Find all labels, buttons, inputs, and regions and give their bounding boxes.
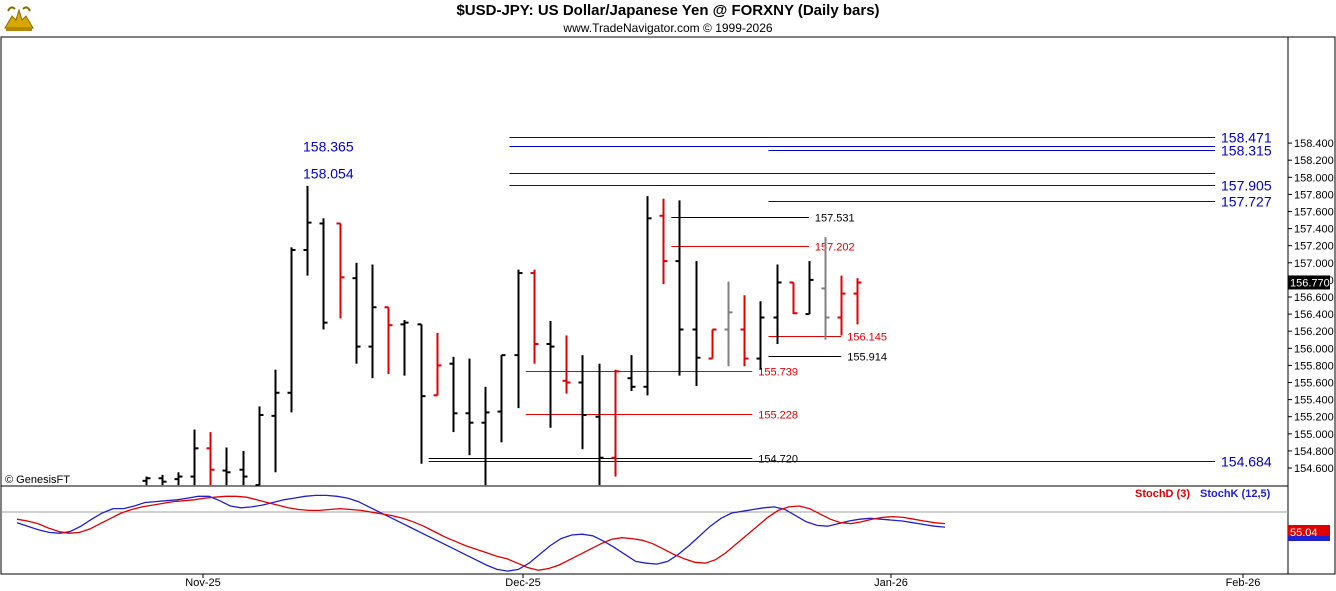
chart-title: $USD-JPY: US Dollar/Japanese Yen @ FORXN… <box>456 2 880 19</box>
level-label-155.914: 155.914 <box>847 352 887 364</box>
level-label-158.315: 158.315 <box>1221 143 1272 159</box>
stoch-k-line <box>16 494 946 572</box>
x-axis-ticks: Nov-25 Dec-25 Jan-26 Feb-26 <box>185 574 1260 589</box>
last-price-badge <box>1288 275 1330 290</box>
stoch-d-legend: StochD (3) <box>1135 488 1190 500</box>
chart-subtitle: www.TradeNavigator.com © 1999-2026 <box>563 21 773 35</box>
x-tick-label: Feb-26 <box>1226 577 1261 589</box>
last-price-label: 156.770 <box>1290 277 1330 289</box>
y-tick-label: 157.600 <box>1294 207 1334 219</box>
level-label-158.054: 158.054 <box>303 166 354 182</box>
price-axis <box>1287 36 1336 575</box>
level-label-158.365: 158.365 <box>303 139 354 155</box>
level-label-154.720: 154.720 <box>758 454 798 466</box>
y-tick-label: 155.000 <box>1294 429 1334 441</box>
level-label-156.145: 156.145 <box>847 332 887 344</box>
price-levels: 158.471 158.365 158.315 158.054 157.905157.7… <box>303 130 1272 470</box>
x-tick-label: Dec-25 <box>505 577 540 589</box>
stoch-d-line <box>16 495 946 571</box>
stoch-value-label: 55.04 <box>1290 527 1318 539</box>
level-label-155.739: 155.739 <box>758 367 798 379</box>
level-label-155.228: 155.228 <box>758 410 798 422</box>
stochastic-lines: 55.04 <box>16 494 1330 572</box>
stoch-k-badge <box>1288 536 1330 541</box>
y-tick-label: 156.200 <box>1294 326 1334 338</box>
y-tick-label: 154.800 <box>1294 446 1334 458</box>
level-label-157.531: 157.531 <box>815 213 855 225</box>
bull-logo-icon <box>4 6 34 31</box>
y-tick-label: 158.200 <box>1294 155 1334 167</box>
y-tick-label: 157.000 <box>1294 258 1334 270</box>
x-tick-label: Nov-25 <box>185 577 220 589</box>
y-tick-label: 156.600 <box>1294 292 1334 304</box>
level-label-157.727: 157.727 <box>1221 194 1272 210</box>
ohlc-bars <box>142 185 862 487</box>
y-tick-label: 155.200 <box>1294 412 1334 424</box>
level-label-157.202: 157.202 <box>815 242 855 254</box>
copyright-label: © GenesisFT <box>5 474 70 486</box>
level-label-158.471: 158.471 <box>1221 130 1272 146</box>
y-tick-label: 155.600 <box>1294 378 1334 390</box>
y-tick-label: 155.400 <box>1294 395 1334 407</box>
y-tick-label: 154.600 <box>1294 463 1334 475</box>
y-tick-label: 156.000 <box>1294 343 1334 355</box>
y-tick-label: 155.800 <box>1294 360 1334 372</box>
y-tick-label: 158.400 <box>1294 138 1334 150</box>
y-tick-label: 156.400 <box>1294 309 1334 321</box>
stoch-k-legend: StochK (12,5) <box>1200 488 1271 500</box>
y-tick-label: 157.400 <box>1294 224 1334 236</box>
y-tick-label: 158.000 <box>1294 172 1334 184</box>
x-tick-label: Jan-26 <box>874 577 908 589</box>
level-label-154.684: 154.684 <box>1221 454 1272 470</box>
level-label-157.905: 157.905 <box>1221 178 1272 194</box>
y-tick-label: 157.800 <box>1294 189 1334 201</box>
y-axis-ticks: 158.400 158.200 158.000 157.800 157.600 157.4… <box>1288 138 1334 475</box>
y-tick-label: 157.200 <box>1294 241 1334 253</box>
